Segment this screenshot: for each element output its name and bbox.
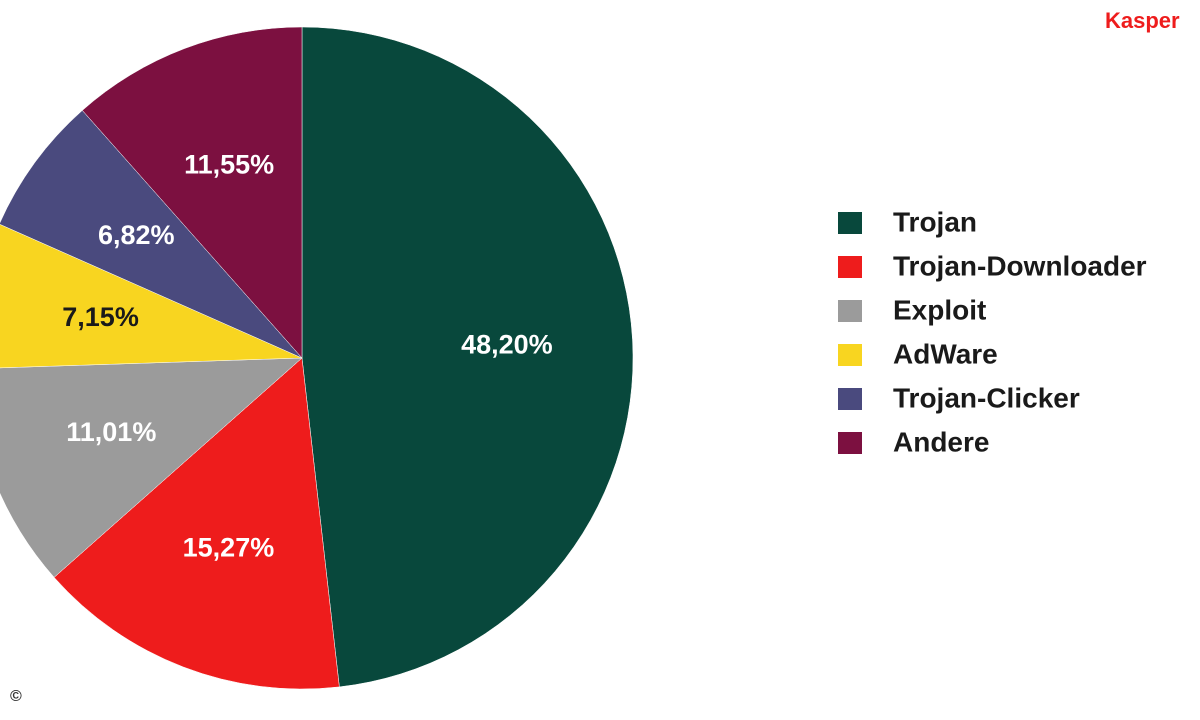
legend-label: Trojan bbox=[893, 206, 977, 237]
pie-slice bbox=[81, 26, 303, 359]
pie-slice bbox=[0, 357, 303, 578]
pie-slice bbox=[0, 110, 303, 359]
copyright: © bbox=[10, 688, 22, 705]
legend-swatch bbox=[838, 344, 862, 366]
legend-label: Trojan-Clicker bbox=[893, 382, 1080, 413]
legend-label: Trojan-Downloader bbox=[893, 250, 1147, 281]
legend-swatch bbox=[838, 212, 862, 234]
legend-swatch bbox=[838, 256, 862, 278]
legend-swatch bbox=[838, 300, 862, 322]
value-label: 6,82% bbox=[98, 220, 175, 250]
pie-slice bbox=[0, 224, 303, 369]
pie-slice bbox=[53, 357, 340, 690]
value-label: 11,55% bbox=[184, 149, 274, 179]
legend-swatch bbox=[838, 432, 862, 454]
legend-swatch bbox=[838, 388, 862, 410]
value-label: 15,27% bbox=[183, 533, 275, 563]
legend-label: AdWare bbox=[893, 338, 998, 369]
value-label: 11,01% bbox=[66, 417, 156, 447]
legend-label: Exploit bbox=[893, 294, 986, 325]
value-label: 48,20% bbox=[461, 330, 553, 360]
legend-label: Andere bbox=[893, 426, 989, 457]
pie-slice bbox=[301, 26, 634, 688]
value-label: 7,15% bbox=[62, 302, 139, 332]
source: Kasper bbox=[1105, 8, 1180, 33]
